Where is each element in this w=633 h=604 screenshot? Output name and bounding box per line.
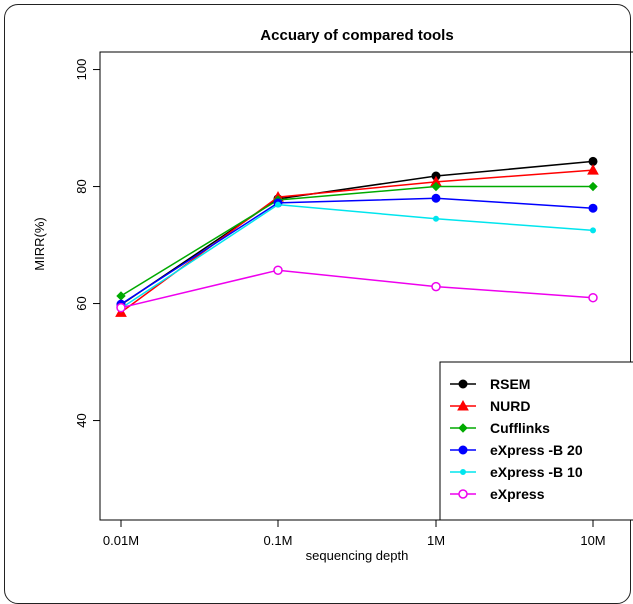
data-point (588, 165, 598, 174)
legend-marker (459, 380, 467, 388)
x-tick-label: 0.1M (264, 533, 293, 548)
data-point (117, 292, 125, 300)
data-point (276, 202, 281, 207)
legend-marker (459, 490, 467, 498)
x-tick-label: 10M (580, 533, 605, 548)
legend-marker (461, 470, 466, 475)
legend-label: RSEM (490, 376, 530, 392)
legend-label: Cufflinks (490, 420, 550, 436)
legend-label: eXpress -B 20 (490, 442, 583, 458)
y-tick-label: 60 (74, 296, 89, 310)
y-tick-label: 100 (74, 59, 89, 81)
chart-title: Accuary of compared tools (260, 27, 453, 44)
data-point (589, 183, 597, 191)
legend-marker (459, 446, 467, 454)
legend-label: NURD (490, 398, 530, 414)
x-tick-label: 1M (427, 533, 445, 548)
y-tick-label: 40 (74, 413, 89, 427)
series-line (121, 198, 593, 304)
data-point (589, 294, 597, 302)
data-point (432, 283, 440, 291)
series-express-b-10 (119, 202, 596, 311)
series-line (121, 161, 593, 304)
line-chart: Accuary of compared tools MIRR(%) sequen… (0, 0, 633, 564)
x-tick-label: 0.01M (103, 533, 139, 548)
legend-label: eXpress (490, 486, 545, 502)
y-axis-label: MIRR(%) (32, 217, 47, 270)
x-axis-label: sequencing depth (306, 548, 409, 563)
data-point (432, 194, 440, 202)
legend: RSEM NURD Cufflinks eXpress -B 20 eXpress -B… (440, 362, 633, 520)
series-layer (116, 157, 598, 316)
data-point (589, 204, 597, 212)
legend-label: eXpress -B 10 (490, 464, 583, 480)
y-tick-label: 80 (74, 179, 89, 193)
data-point (117, 304, 125, 312)
data-point (434, 216, 439, 221)
series-line (121, 270, 593, 307)
data-point (591, 228, 596, 233)
series-rsem (117, 157, 597, 308)
series-express (117, 266, 597, 311)
data-point (274, 266, 282, 274)
